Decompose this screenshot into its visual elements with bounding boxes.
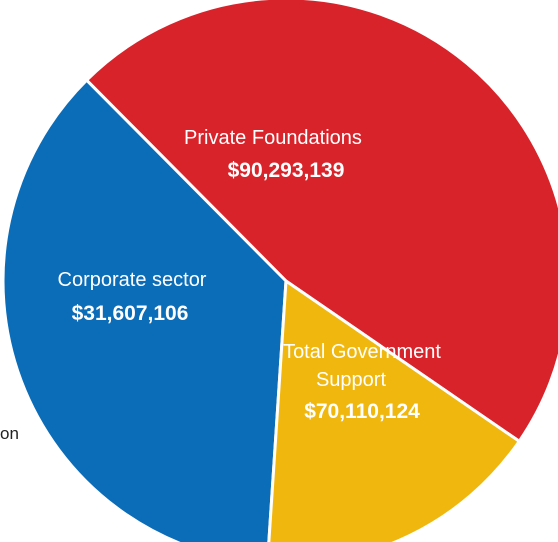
slice-label-government-line2: Support — [316, 369, 386, 391]
pie-slice-total-government-support — [1, 78, 288, 542]
slice-value-private-foundations: $90,293,139 — [228, 159, 345, 182]
pie-slice-private-foundations — [85, 0, 558, 443]
slice-label-private-foundations: Private Foundations — [184, 127, 362, 149]
slice-label-government-line1: Total Government — [283, 341, 441, 363]
slice-value-total-government-support: $70,110,124 — [304, 400, 420, 423]
cut-off-text: on — [0, 424, 19, 443]
slice-value-corporate-sector: $31,607,106 — [72, 302, 189, 325]
pie-slice-corporate-sector — [267, 279, 521, 542]
slice-label-corporate-sector: Corporate sector — [58, 269, 207, 291]
